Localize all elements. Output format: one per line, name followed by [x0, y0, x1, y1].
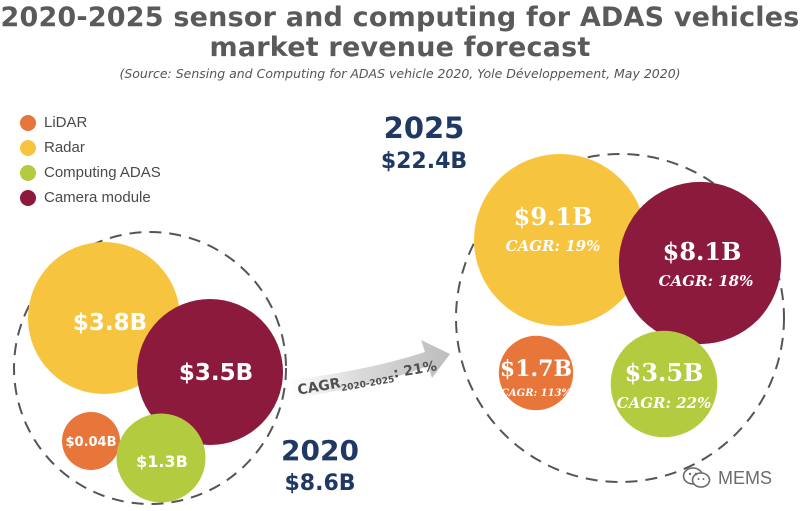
- bubble-2025-camera-module: [618, 181, 782, 345]
- group-boundary-2020: [13, 231, 287, 505]
- legend-item-computing-adas: Computing ADAS: [20, 160, 161, 185]
- bubble-label-2020-computing-adas: $1.3B: [136, 452, 188, 471]
- chart-source-note: (Source: Sensing and Computing for ADAS …: [119, 66, 681, 81]
- bubble-label-2025-radar: $9.1B: [514, 202, 593, 231]
- cagr-arrow-label: CAGR2020-2025: 21%: [296, 358, 438, 401]
- bubble-2020-camera-module: [137, 299, 283, 445]
- bubble-label-2020-radar: $3.8B: [73, 310, 147, 336]
- chart-title-line-2: market revenue forecast: [209, 32, 591, 63]
- legend-item-lidar: LiDAR: [20, 110, 161, 135]
- bubble-label-2025-lidar: $1.7B: [500, 356, 572, 382]
- bubble-cagr-2025-lidar: CAGR: 113%: [501, 388, 572, 399]
- bubble-label-2020-lidar: $0.04B: [65, 435, 116, 450]
- bubble-2025-lidar: [498, 335, 574, 411]
- cagr-arrow: [290, 340, 450, 398]
- group-year-2025: 2025: [384, 111, 465, 145]
- legend-swatch-camera-module: [20, 189, 36, 206]
- legend-swatch-computing-adas: [20, 164, 36, 181]
- wechat-icon: [682, 467, 711, 488]
- group-boundary-2025: [455, 153, 785, 483]
- cagr-arrow-label-main: CAGR: [296, 375, 342, 398]
- legend-swatch-radar: [20, 139, 36, 156]
- group-total-2020: $8.6B: [284, 471, 355, 496]
- bubble-label-2025-computing-adas: $3.5B: [625, 358, 704, 387]
- legend-item-radar: Radar: [20, 135, 161, 160]
- bubble-2025-computing-adas: [610, 330, 718, 438]
- bubble-2020-computing-adas: [116, 413, 206, 503]
- legend-label-camera-module: Camera module: [44, 189, 151, 206]
- cagr-arrow-label-value: : 21%: [392, 358, 438, 381]
- legend-swatch-lidar: [20, 114, 36, 131]
- legend-label-lidar: LiDAR: [44, 114, 88, 131]
- group-year-2020: 2020: [281, 434, 359, 467]
- bubble-2020-lidar: [62, 412, 120, 470]
- watermark-text: MEMS: [718, 467, 772, 488]
- bubble-2025-radar: [474, 154, 646, 326]
- bubble-label-2025-camera-module: $8.1B: [663, 237, 742, 266]
- bubble-cagr-2025-camera-module: CAGR: 18%: [659, 272, 754, 290]
- chart-title-line-1: 2020-2025 sensor and computing for ADAS …: [0, 2, 800, 33]
- watermark: MEMS: [682, 466, 772, 490]
- bubble-cagr-2025-computing-adas: CAGR: 22%: [617, 394, 712, 412]
- svg-text:CAGR2020-2025: 21%: CAGR2020-2025: 21%: [296, 358, 438, 401]
- group-total-2025: $22.4B: [381, 149, 467, 174]
- bubble-label-2020-camera-module: $3.5B: [179, 360, 253, 386]
- bubble-cagr-2025-radar: CAGR: 19%: [506, 237, 601, 255]
- legend-label-radar: Radar: [44, 139, 85, 156]
- legend-item-camera-module: Camera module: [20, 185, 161, 210]
- legend-label-computing-adas: Computing ADAS: [44, 164, 161, 181]
- legend: LiDAR Radar Computing ADAS Camera module: [20, 110, 161, 210]
